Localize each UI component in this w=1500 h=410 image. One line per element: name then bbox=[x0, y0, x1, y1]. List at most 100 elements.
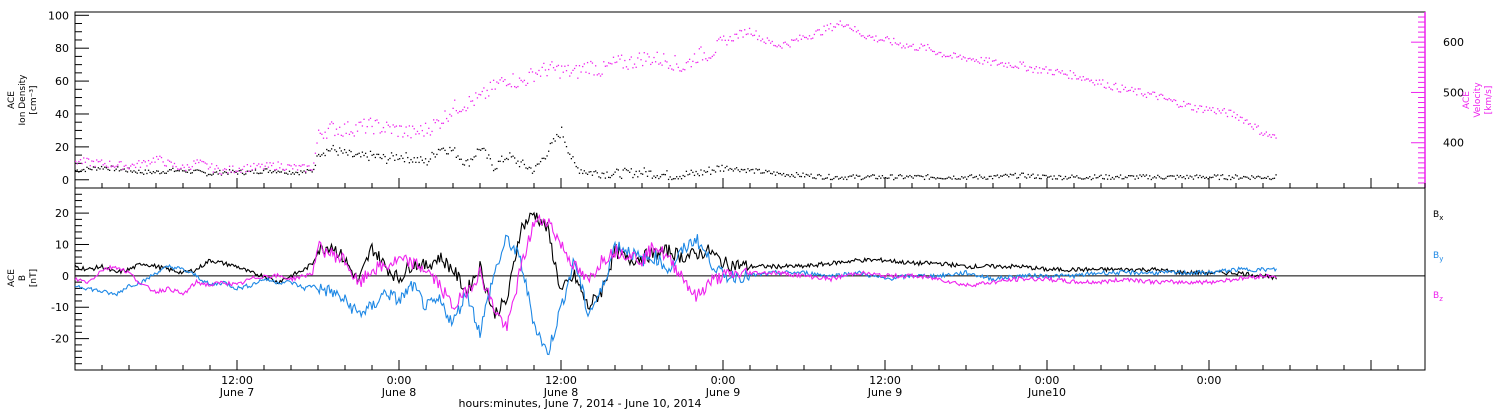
data-point bbox=[186, 171, 189, 173]
data-point bbox=[450, 150, 453, 152]
data-point bbox=[348, 149, 351, 152]
data-point bbox=[175, 170, 177, 172]
data-point bbox=[160, 172, 163, 174]
data-point bbox=[996, 174, 999, 176]
data-point bbox=[1077, 78, 1080, 80]
data-point bbox=[862, 35, 864, 37]
data-point bbox=[794, 176, 796, 178]
data-point bbox=[335, 128, 338, 130]
data-point bbox=[891, 174, 893, 176]
data-point bbox=[706, 59, 709, 62]
data-point bbox=[321, 154, 323, 156]
data-point bbox=[656, 175, 658, 177]
data-point bbox=[881, 175, 884, 177]
data-point bbox=[75, 169, 77, 172]
data-point bbox=[901, 175, 903, 177]
data-point bbox=[1034, 177, 1036, 179]
data-point bbox=[1270, 136, 1272, 138]
data-point bbox=[518, 165, 521, 168]
data-point bbox=[1116, 88, 1118, 90]
data-point bbox=[1209, 176, 1211, 178]
data-point bbox=[407, 156, 409, 159]
data-point bbox=[222, 172, 224, 174]
data-point bbox=[352, 156, 354, 158]
data-point bbox=[188, 166, 190, 168]
data-point bbox=[1145, 174, 1148, 176]
data-point bbox=[144, 161, 146, 163]
data-point bbox=[209, 166, 211, 168]
data-point bbox=[342, 135, 344, 137]
data-point bbox=[640, 59, 642, 61]
data-point bbox=[930, 176, 932, 178]
data-point bbox=[217, 173, 219, 175]
data-point bbox=[742, 36, 744, 38]
data-point bbox=[497, 82, 500, 84]
data-point bbox=[465, 160, 467, 162]
data-point bbox=[659, 62, 662, 64]
data-point bbox=[1223, 178, 1225, 180]
data-point bbox=[1068, 177, 1070, 179]
data-point bbox=[429, 134, 432, 136]
data-point bbox=[1142, 95, 1144, 97]
data-point bbox=[402, 136, 404, 138]
data-point bbox=[931, 50, 934, 52]
data-point bbox=[713, 169, 715, 172]
data-point bbox=[708, 57, 710, 59]
data-point bbox=[538, 69, 540, 72]
data-point bbox=[115, 165, 117, 168]
data-point bbox=[729, 36, 731, 38]
data-point bbox=[523, 163, 526, 166]
data-point bbox=[1251, 126, 1253, 128]
data-point bbox=[1178, 106, 1180, 108]
data-point bbox=[940, 51, 942, 54]
data-point bbox=[577, 167, 579, 169]
data-point bbox=[249, 165, 252, 167]
data-point bbox=[360, 156, 362, 158]
data-point bbox=[138, 169, 140, 171]
data-point bbox=[298, 173, 300, 176]
data-point bbox=[573, 162, 576, 164]
data-point bbox=[162, 161, 164, 163]
data-point bbox=[1194, 175, 1196, 177]
data-point bbox=[961, 176, 963, 178]
data-point bbox=[731, 40, 733, 42]
data-point bbox=[876, 178, 879, 180]
data-point bbox=[572, 156, 574, 158]
data-point bbox=[450, 115, 453, 117]
data-point bbox=[125, 170, 127, 172]
data-point bbox=[643, 167, 645, 169]
data-point bbox=[854, 26, 856, 28]
data-point bbox=[376, 119, 378, 121]
data-point bbox=[355, 153, 357, 156]
data-point bbox=[1207, 109, 1209, 111]
data-point bbox=[146, 165, 148, 167]
data-point bbox=[110, 166, 112, 168]
data-point bbox=[241, 168, 244, 171]
data-point bbox=[258, 172, 260, 175]
data-point bbox=[517, 160, 519, 162]
data-point bbox=[758, 168, 760, 171]
data-point bbox=[664, 174, 666, 176]
data-point bbox=[1149, 175, 1151, 177]
data-point bbox=[648, 56, 650, 58]
data-point bbox=[478, 93, 480, 96]
data-point bbox=[1241, 177, 1243, 179]
data-point bbox=[778, 172, 780, 175]
data-point bbox=[373, 133, 375, 135]
data-point bbox=[831, 178, 833, 181]
data-point bbox=[374, 119, 376, 122]
data-point bbox=[494, 88, 496, 90]
data-point bbox=[638, 52, 641, 54]
data-point bbox=[719, 170, 722, 172]
data-point bbox=[1129, 89, 1131, 91]
data-point bbox=[345, 151, 347, 154]
data-point bbox=[536, 73, 538, 75]
data-point bbox=[522, 159, 524, 161]
data-point bbox=[514, 157, 516, 159]
data-point bbox=[1085, 78, 1088, 80]
data-point bbox=[156, 155, 158, 158]
data-point bbox=[201, 170, 203, 173]
data-point bbox=[595, 170, 597, 172]
data-point bbox=[619, 176, 621, 178]
data-point bbox=[936, 177, 939, 179]
